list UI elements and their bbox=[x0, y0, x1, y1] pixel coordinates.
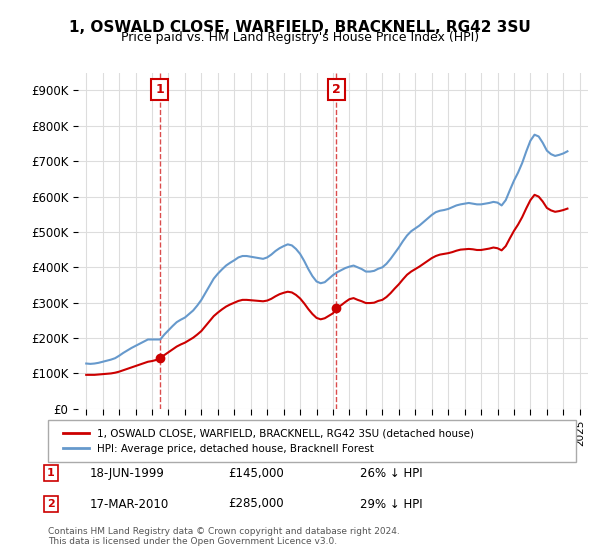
Legend: 1, OSWALD CLOSE, WARFIELD, BRACKNELL, RG42 3SU (detached house), HPI: Average pr: 1, OSWALD CLOSE, WARFIELD, BRACKNELL, RG… bbox=[58, 424, 478, 458]
Text: 17-MAR-2010: 17-MAR-2010 bbox=[90, 497, 169, 511]
FancyBboxPatch shape bbox=[48, 420, 576, 462]
Text: 2: 2 bbox=[332, 83, 341, 96]
Text: 1: 1 bbox=[47, 468, 55, 478]
Text: 18-JUN-1999: 18-JUN-1999 bbox=[90, 466, 165, 480]
Text: Contains HM Land Registry data © Crown copyright and database right 2024.
This d: Contains HM Land Registry data © Crown c… bbox=[48, 526, 400, 546]
Text: £285,000: £285,000 bbox=[228, 497, 284, 511]
Text: 26% ↓ HPI: 26% ↓ HPI bbox=[360, 466, 422, 480]
Text: £145,000: £145,000 bbox=[228, 466, 284, 480]
Text: 1, OSWALD CLOSE, WARFIELD, BRACKNELL, RG42 3SU: 1, OSWALD CLOSE, WARFIELD, BRACKNELL, RG… bbox=[69, 20, 531, 35]
Text: Price paid vs. HM Land Registry's House Price Index (HPI): Price paid vs. HM Land Registry's House … bbox=[121, 31, 479, 44]
Text: 2: 2 bbox=[47, 499, 55, 509]
Text: 29% ↓ HPI: 29% ↓ HPI bbox=[360, 497, 422, 511]
Text: 1: 1 bbox=[155, 83, 164, 96]
